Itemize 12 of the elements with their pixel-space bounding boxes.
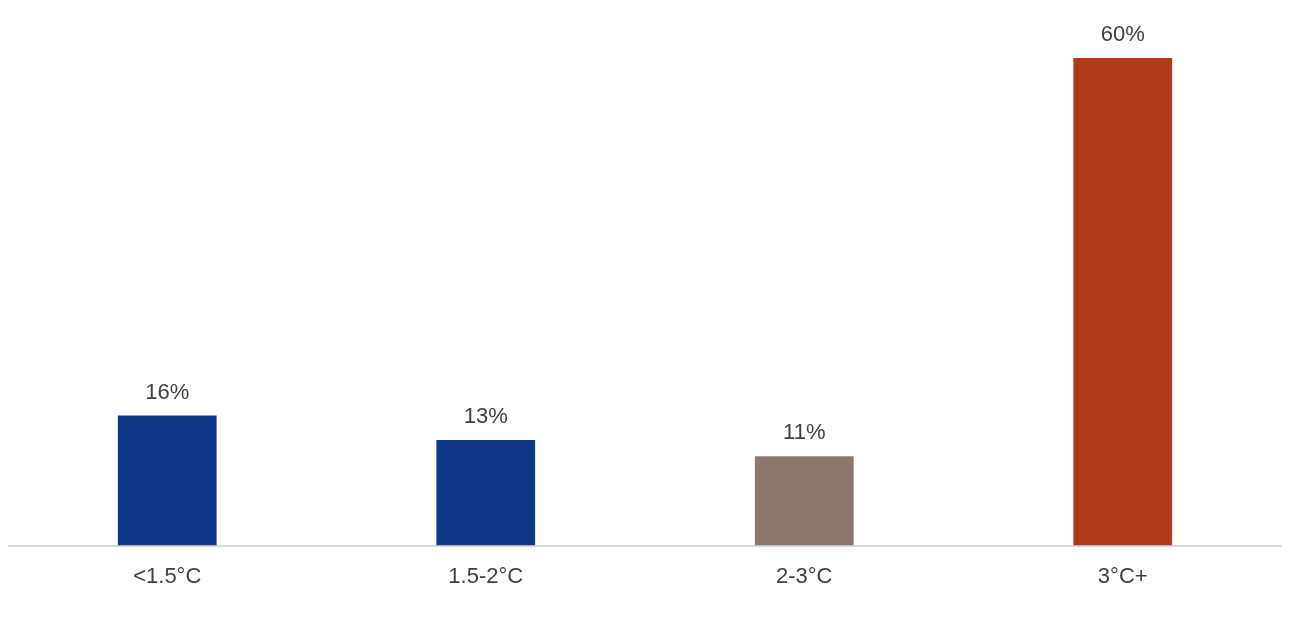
data-label: 16% — [145, 378, 190, 404]
bar — [754, 456, 854, 546]
x-tick-label: 2-3°C — [776, 562, 833, 588]
data-label: 11% — [783, 419, 826, 445]
bar — [1073, 58, 1173, 546]
x-tick-label: <1.5°C — [133, 562, 202, 588]
data-label: 60% — [1100, 21, 1145, 47]
x-tick-label: 3°C+ — [1097, 562, 1148, 588]
bar — [117, 415, 217, 546]
x-tick-label: 1.5-2°C — [448, 562, 524, 588]
data-label: 13% — [463, 403, 508, 429]
bar — [436, 439, 536, 546]
